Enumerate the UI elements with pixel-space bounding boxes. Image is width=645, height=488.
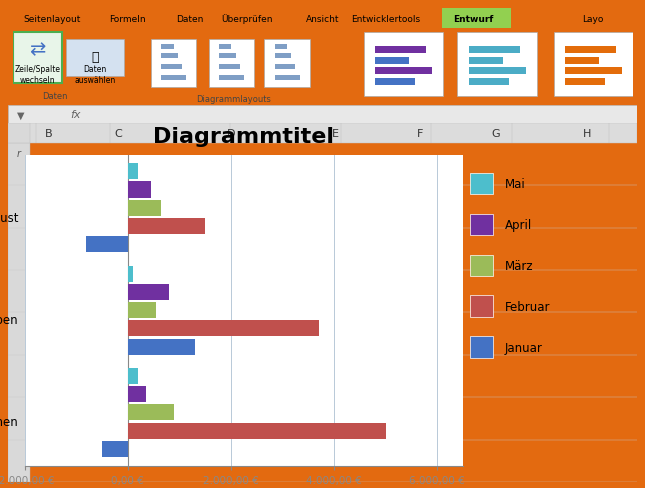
Bar: [161, 64, 182, 70]
Bar: [470, 214, 493, 236]
Bar: [128, 423, 386, 439]
Bar: [219, 54, 235, 59]
Bar: [275, 54, 292, 59]
Bar: [8, 124, 30, 143]
Bar: [128, 219, 205, 235]
Bar: [275, 76, 299, 81]
Text: Daten
auswählen: Daten auswählen: [75, 65, 116, 84]
Bar: [469, 79, 508, 86]
Bar: [469, 58, 503, 64]
Bar: [565, 58, 599, 64]
Bar: [128, 182, 151, 198]
Bar: [470, 173, 493, 195]
Text: E: E: [332, 129, 339, 139]
Bar: [554, 33, 633, 97]
Bar: [375, 79, 415, 86]
Bar: [128, 339, 195, 355]
Bar: [375, 58, 409, 64]
Bar: [128, 321, 319, 337]
Text: G: G: [491, 129, 500, 139]
Bar: [442, 9, 511, 29]
Bar: [128, 405, 174, 421]
Bar: [470, 337, 493, 358]
Title: Diagrammtitel: Diagrammtitel: [154, 126, 334, 146]
Bar: [470, 296, 493, 317]
Bar: [209, 41, 254, 88]
Bar: [128, 266, 133, 282]
Bar: [13, 33, 62, 84]
Bar: [565, 68, 622, 75]
Bar: [151, 41, 196, 88]
Text: März: März: [504, 259, 533, 272]
Bar: [66, 41, 124, 77]
Bar: [102, 441, 128, 457]
Text: D: D: [227, 129, 235, 139]
Bar: [128, 284, 169, 300]
Bar: [275, 45, 287, 50]
Text: ⇄: ⇄: [29, 41, 45, 59]
Text: Daten: Daten: [177, 15, 204, 23]
Text: H: H: [582, 129, 591, 139]
Text: r: r: [17, 149, 21, 159]
Text: Februar: Februar: [504, 300, 550, 313]
Text: fx: fx: [71, 110, 81, 120]
Bar: [128, 368, 138, 384]
Text: B: B: [45, 129, 52, 139]
Bar: [128, 303, 156, 319]
Bar: [264, 41, 310, 88]
Bar: [86, 237, 128, 253]
Bar: [470, 255, 493, 277]
Bar: [375, 68, 432, 75]
Text: Entwicklertools: Entwicklertools: [351, 15, 420, 23]
Bar: [219, 76, 244, 81]
Bar: [161, 54, 178, 59]
Text: ▼: ▼: [17, 110, 25, 120]
Bar: [565, 79, 605, 86]
Bar: [469, 68, 526, 75]
Text: Januar: Januar: [504, 341, 542, 354]
Bar: [375, 47, 426, 54]
Text: Seitenlayout: Seitenlayout: [23, 15, 81, 23]
Text: Mai: Mai: [504, 178, 525, 191]
Bar: [457, 33, 537, 97]
Text: 📊: 📊: [92, 51, 99, 63]
Bar: [128, 200, 161, 216]
Text: Ansicht: Ansicht: [306, 15, 339, 23]
Text: F: F: [417, 129, 423, 139]
Text: Layo: Layo: [582, 15, 604, 23]
Text: Entwurf: Entwurf: [453, 15, 494, 23]
Bar: [275, 64, 295, 70]
Text: April: April: [504, 219, 531, 231]
Bar: [565, 47, 617, 54]
Text: Diagrammlayouts: Diagrammlayouts: [196, 94, 271, 103]
Text: Überprüfen: Überprüfen: [221, 14, 273, 24]
Bar: [219, 45, 232, 50]
Bar: [161, 45, 174, 50]
Text: Formeln: Formeln: [109, 15, 146, 23]
Bar: [128, 164, 138, 180]
Bar: [128, 386, 146, 403]
Bar: [469, 47, 520, 54]
Bar: [219, 64, 240, 70]
Text: Zeile/Spalte
wechseln: Zeile/Spalte wechseln: [14, 65, 60, 84]
Bar: [161, 76, 186, 81]
Text: Daten: Daten: [42, 92, 68, 101]
Bar: [364, 33, 443, 97]
Bar: [8, 143, 30, 482]
Text: C: C: [114, 129, 122, 139]
